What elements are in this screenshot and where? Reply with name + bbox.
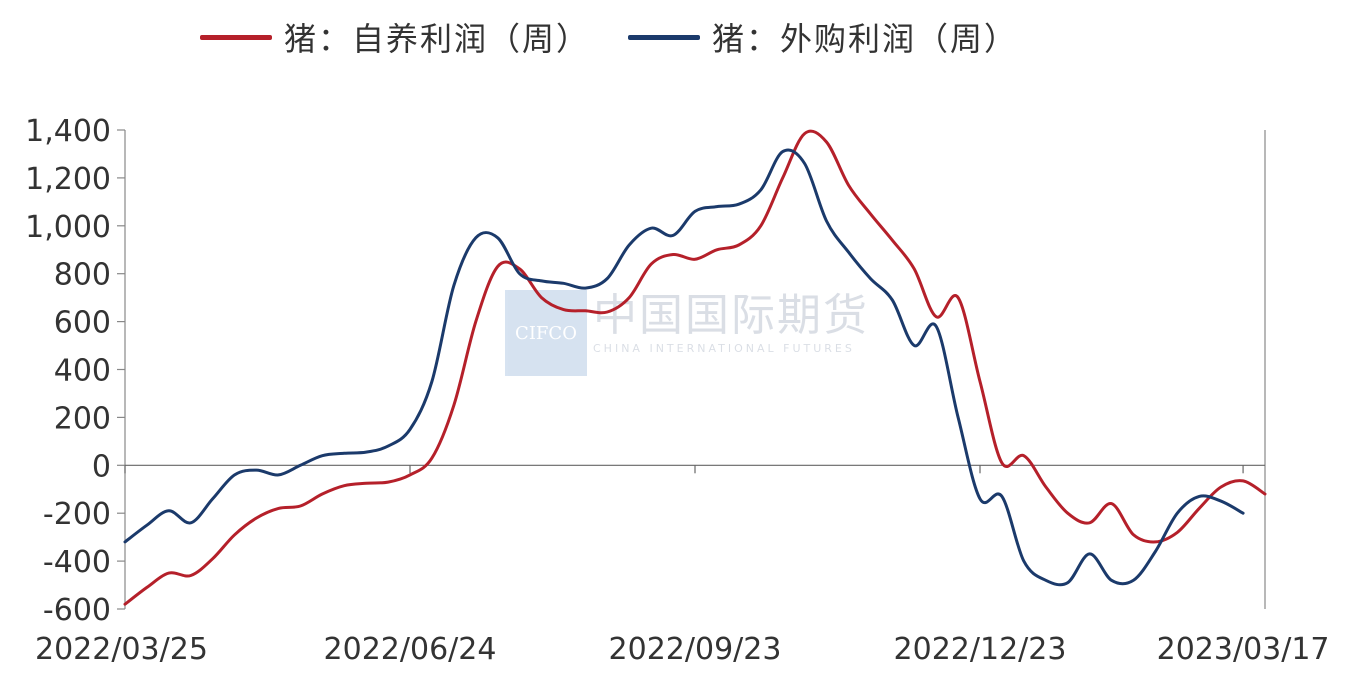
y-tick-label: 200 bbox=[54, 401, 111, 436]
x-tick-label: 2022/06/24 bbox=[324, 632, 497, 667]
x-tick-label: 2022/09/23 bbox=[609, 632, 782, 667]
series-layer bbox=[123, 129, 1267, 606]
legend-label-purchased: 猪：外购利润（周） bbox=[712, 20, 1019, 58]
watermark-subtitle: CHINA INTERNATIONAL FUTURES bbox=[593, 342, 855, 355]
legend-item-purchased: 猪：外购利润（周） bbox=[628, 14, 1018, 60]
series-line-self-breeding-profit bbox=[123, 129, 1267, 606]
x-tick-label: 2022/12/23 bbox=[894, 632, 1067, 667]
x-tick-label: 2022/03/25 bbox=[35, 632, 208, 667]
legend-label-self-breeding: 猪：自养利润（周） bbox=[284, 20, 591, 58]
y-tick-label: 1,000 bbox=[25, 210, 111, 245]
y-tick-label: -200 bbox=[43, 497, 111, 532]
watermark: CIFCO 中国国际期货 CHINA INTERNATIONAL FUTURES bbox=[505, 290, 869, 376]
y-tick-label: 0 bbox=[92, 449, 111, 484]
axes-layer bbox=[117, 129, 1266, 610]
y-tick-label: 600 bbox=[54, 306, 111, 341]
y-tick-label: 1,200 bbox=[25, 162, 111, 197]
y-tick-label: 1,400 bbox=[25, 114, 111, 149]
labels-layer: -600 -400 -200 0 200 400 600 800 1,000 1,200 1,400… bbox=[25, 114, 1329, 667]
watermark-title: 中国国际期货 bbox=[593, 290, 869, 341]
legend-swatch-purchased bbox=[628, 34, 701, 40]
legend-swatch-self-breeding bbox=[200, 34, 272, 40]
chart-legend: 猪：自养利润（周） 猪：外购利润（周） bbox=[200, 14, 1056, 60]
series-line-purchased-piglet-profit bbox=[123, 148, 1245, 587]
y-tick-label: 400 bbox=[54, 354, 111, 389]
legend-item-self-breeding: 猪：自养利润（周） bbox=[200, 14, 590, 60]
watermark-logo: CIFCO bbox=[505, 290, 587, 376]
y-tick-label: -400 bbox=[43, 545, 111, 580]
y-tick-label: 800 bbox=[54, 258, 111, 293]
y-tick-label: -600 bbox=[43, 593, 111, 628]
x-tick-label: 2023/03/17 bbox=[1157, 632, 1330, 667]
